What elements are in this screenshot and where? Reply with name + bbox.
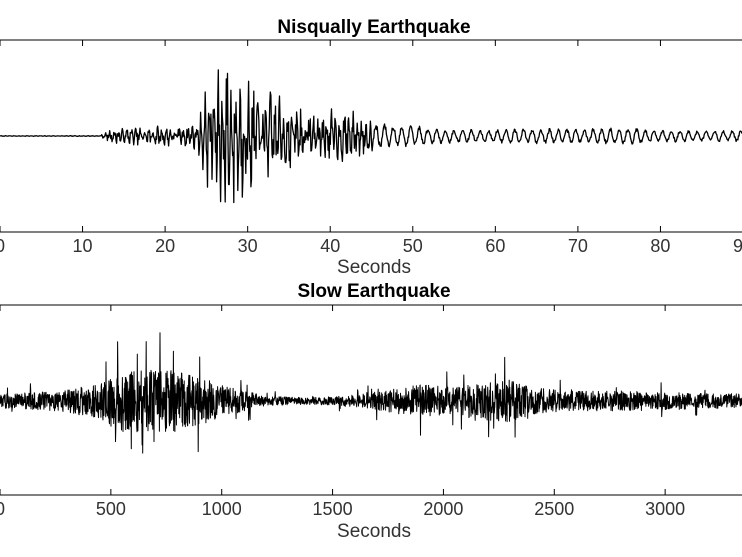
x-tick-label: 500 bbox=[96, 499, 126, 519]
x-tick-label: 1500 bbox=[313, 499, 353, 519]
x-tick-label: 80 bbox=[650, 236, 670, 256]
x-tick-label: 1000 bbox=[202, 499, 242, 519]
x-tick-label: 40 bbox=[320, 236, 340, 256]
x-axis: 0 10 20 30 40 50 60 70 80 90 bbox=[0, 40, 742, 256]
x-tick-label: 3000 bbox=[645, 499, 685, 519]
x-tick-label: 0 bbox=[0, 236, 5, 256]
nisqually-panel: Nisqually Earthquake 0 10 20 30 40 50 60 70 80 90… bbox=[0, 17, 742, 278]
chart-title: Slow Earthquake bbox=[297, 281, 450, 302]
x-tick-label: 70 bbox=[568, 236, 588, 256]
chart-title: Nisqually Earthquake bbox=[277, 17, 470, 38]
x-tick-label: 2000 bbox=[423, 499, 463, 519]
x-tick-label: 10 bbox=[73, 236, 93, 256]
slow-earthquake-seismogram-line bbox=[0, 332, 742, 454]
x-tick-label: 60 bbox=[485, 236, 505, 256]
x-tick-label: 50 bbox=[403, 236, 423, 256]
x-tick-label: 20 bbox=[155, 236, 175, 256]
x-tick-label: 0 bbox=[0, 499, 5, 519]
x-axis-label: Seconds bbox=[337, 257, 411, 278]
x-tick-label: 30 bbox=[238, 236, 258, 256]
x-tick-label: 90 bbox=[733, 236, 742, 256]
x-tick-label: 2500 bbox=[534, 499, 574, 519]
x-axis: 0500100015002000250030003500 bbox=[0, 305, 685, 519]
slow-earthquake-panel: Slow Earthquake 0 500 1000 1500 2000 2500 3000… bbox=[0, 281, 742, 542]
x-axis-label: Seconds bbox=[337, 521, 411, 542]
nisqually-seismogram-line bbox=[0, 69, 742, 204]
